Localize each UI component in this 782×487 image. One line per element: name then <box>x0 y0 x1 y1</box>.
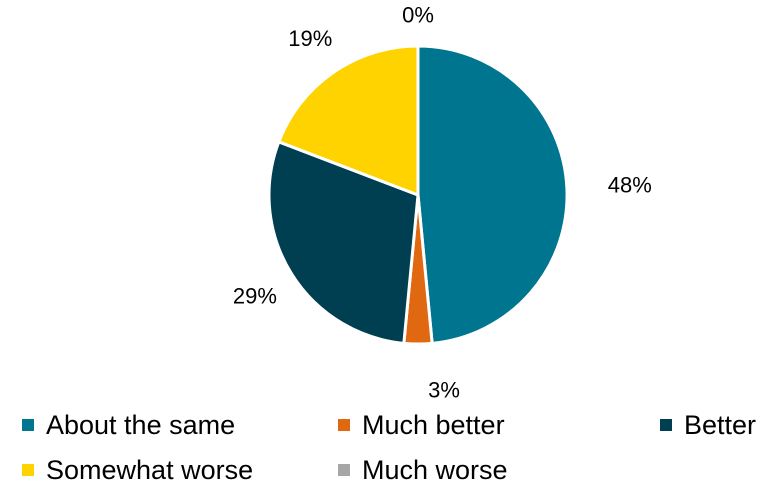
data-label-better: 29% <box>233 284 277 309</box>
data-label-about-the-same: 48% <box>608 172 652 197</box>
legend: About the same Much better Better Somewhat … <box>22 410 756 485</box>
legend-swatch-much-better <box>338 419 350 431</box>
legend-label-much-worse: Much worse <box>362 455 508 485</box>
pie-slice-somewhat-worse <box>277 44 420 197</box>
data-label-much-worse: 0% <box>402 3 434 28</box>
legend-swatch-about-the-same <box>22 419 34 431</box>
pie-slice-better <box>267 140 420 345</box>
pie-slices <box>267 44 569 346</box>
legend-label-better: Better <box>684 410 756 440</box>
legend-swatch-better <box>660 419 672 431</box>
legend-label-somewhat-worse: Somewhat worse <box>46 455 253 485</box>
legend-label-about-the-same: About the same <box>46 410 235 440</box>
legend-swatch-somewhat-worse <box>22 464 34 476</box>
legend-swatch-much-worse <box>338 464 350 476</box>
data-label-much-better: 3% <box>428 378 460 403</box>
pie-labels: 48% 3% 29% 19% 0% <box>233 3 652 403</box>
legend-label-much-better: Much better <box>362 410 505 440</box>
data-label-somewhat-worse: 19% <box>288 26 332 51</box>
pie-slice-about-the-same <box>416 44 569 345</box>
